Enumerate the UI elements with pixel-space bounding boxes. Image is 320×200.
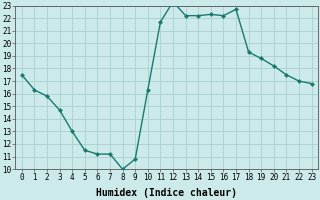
X-axis label: Humidex (Indice chaleur): Humidex (Indice chaleur) — [96, 188, 237, 198]
